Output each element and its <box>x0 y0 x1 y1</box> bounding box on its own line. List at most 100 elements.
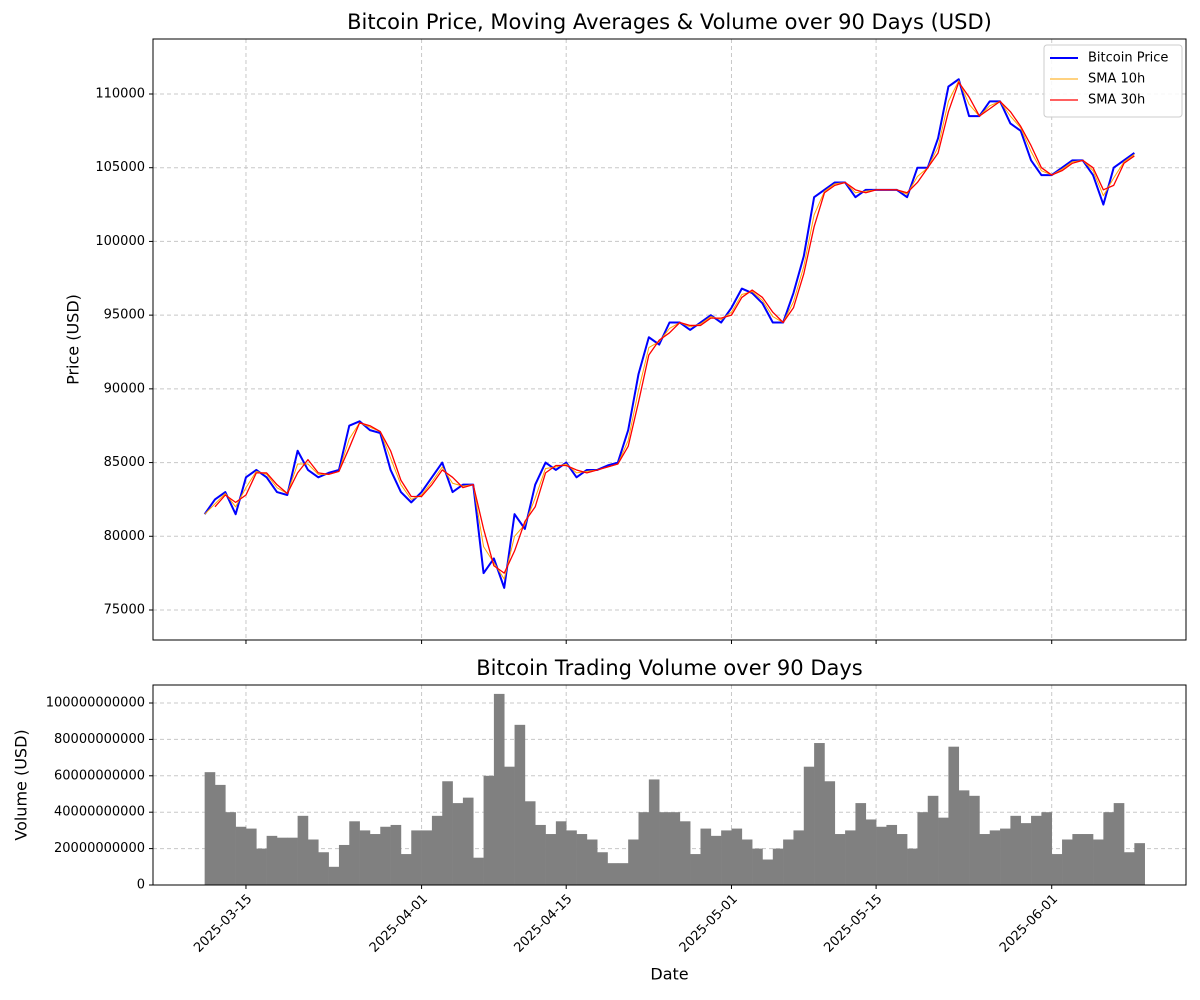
y-tick-label: 100000000000 <box>46 695 145 710</box>
volume-bar <box>1010 815 1022 885</box>
volume-bar <box>886 824 898 885</box>
axes-frame <box>152 38 1187 641</box>
volume-bar <box>1093 839 1104 885</box>
volume-bar <box>400 854 412 885</box>
volume-bar <box>762 859 774 885</box>
volume-bar <box>380 826 391 885</box>
y-tick-label: 75000 <box>104 602 145 617</box>
volume-bar <box>266 835 278 885</box>
legend-label: SMA 10h <box>1088 72 1145 87</box>
volume-bar <box>617 863 629 885</box>
volume-bar <box>969 795 980 885</box>
volume-bar <box>865 819 877 885</box>
volume-bar <box>752 848 763 885</box>
volume-bar <box>731 828 743 885</box>
volume-bar <box>473 857 484 885</box>
volume-bar <box>700 828 712 885</box>
volume-bar <box>907 848 918 885</box>
volume-bar <box>803 766 815 885</box>
volume-bar <box>245 828 257 885</box>
volume-bar <box>1020 823 1032 885</box>
volume-bar <box>1124 852 1135 885</box>
volume-bar <box>1113 803 1125 885</box>
volume-bar <box>659 812 670 885</box>
volume-bar <box>690 854 701 885</box>
y-tick-label: 85000 <box>104 455 145 470</box>
volume-bar <box>1082 834 1094 885</box>
y-tick-label: 0 <box>137 878 145 893</box>
y-tick-label: 100000 <box>95 234 145 249</box>
volume-bar <box>648 779 660 885</box>
y-tick-label: 80000000000 <box>54 732 145 747</box>
y-axis-label: Volume (USD) <box>12 729 31 840</box>
volume-bar <box>1000 828 1011 885</box>
volume-bar <box>721 830 732 885</box>
volume-bar <box>679 821 691 885</box>
volume-bar <box>411 830 422 885</box>
volume-bar <box>783 839 794 885</box>
volume-bar <box>772 848 784 885</box>
y-tick-label: 110000 <box>95 86 145 101</box>
volume-bar <box>845 830 856 885</box>
chart-title: Bitcoin Price, Moving Averages & Volume … <box>347 10 992 34</box>
volume-bar <box>349 821 360 885</box>
volume-bar <box>276 837 288 885</box>
volume-bar <box>1041 812 1053 885</box>
y-tick-label: 40000000000 <box>54 805 145 820</box>
legend-label: SMA 30h <box>1088 93 1145 108</box>
y-tick-label: 80000 <box>104 529 145 544</box>
volume-bar <box>566 830 577 885</box>
volume-bar <box>421 830 433 885</box>
volume-bar <box>855 803 867 885</box>
volume-bar <box>628 839 639 885</box>
volume-bar <box>669 812 681 885</box>
volume-bar <box>318 852 329 885</box>
volume-bar <box>483 775 495 885</box>
x-axis-label: Date <box>650 965 688 984</box>
volume-bar <box>896 834 908 885</box>
volume-bar <box>504 766 515 885</box>
volume-bar <box>369 834 381 885</box>
volume-bar <box>297 815 309 885</box>
volume-bar <box>359 830 371 885</box>
volume-bar <box>876 826 887 885</box>
volume-bar <box>638 812 650 885</box>
volume-bar <box>834 834 846 885</box>
volume-bar <box>989 830 1001 885</box>
volume-bar <box>442 781 453 885</box>
volume-bar <box>338 844 350 885</box>
volume-bar <box>938 817 949 885</box>
volume-bar <box>1072 834 1083 885</box>
volume-bar <box>214 784 226 885</box>
volume-bar <box>793 830 805 885</box>
volume-bar <box>235 826 247 885</box>
volume-bar <box>493 693 505 885</box>
volume-bar <box>1031 815 1042 885</box>
volume-bar <box>948 746 960 885</box>
volume-bar <box>390 824 402 885</box>
volume-bar <box>514 724 526 885</box>
volume-bar <box>328 866 340 885</box>
volume-bar <box>1134 843 1145 885</box>
legend-box <box>1043 44 1183 118</box>
volume-bar <box>462 797 474 885</box>
volume-bar <box>1103 812 1114 885</box>
volume-bar <box>979 834 991 885</box>
volume-bar <box>524 801 536 885</box>
volume-bar <box>607 863 619 885</box>
price-line <box>214 81 1135 574</box>
y-tick-label: 90000 <box>104 381 145 396</box>
volume-bar <box>287 837 298 885</box>
volume-bar <box>204 772 216 885</box>
volume-bar <box>256 848 267 885</box>
volume-bar <box>710 835 722 885</box>
volume-bar <box>535 824 546 885</box>
y-tick-label: 105000 <box>95 160 145 175</box>
volume-bar <box>431 815 443 885</box>
y-tick-label: 60000000000 <box>54 768 145 783</box>
chart-title: Bitcoin Trading Volume over 90 Days <box>476 656 863 680</box>
axes-frame <box>152 684 1187 886</box>
volume-bar <box>576 834 588 885</box>
volume-bar <box>741 839 753 885</box>
